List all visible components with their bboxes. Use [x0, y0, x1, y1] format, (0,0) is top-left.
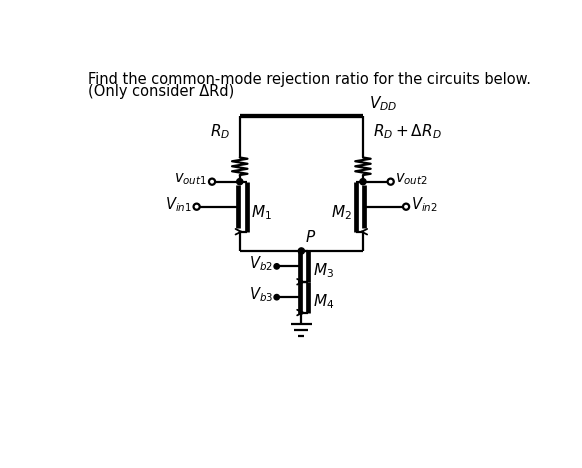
Text: $v_{out2}$: $v_{out2}$ [395, 171, 428, 187]
Text: $M_4$: $M_4$ [313, 292, 334, 311]
Text: Find the common-mode rejection ratio for the circuits below.: Find the common-mode rejection ratio for… [88, 72, 531, 87]
Circle shape [299, 248, 304, 254]
Text: (Only consider ΔRd): (Only consider ΔRd) [88, 84, 235, 99]
Text: $V_{DD}$: $V_{DD}$ [369, 95, 398, 113]
Text: $M_2$: $M_2$ [331, 204, 352, 222]
Circle shape [274, 263, 279, 269]
Text: $M_1$: $M_1$ [251, 204, 272, 222]
Text: $v_{out1}$: $v_{out1}$ [175, 171, 207, 187]
Circle shape [360, 179, 366, 185]
Text: $V_{b3}$: $V_{b3}$ [249, 285, 273, 304]
Circle shape [274, 294, 279, 300]
Text: $V_{b2}$: $V_{b2}$ [249, 255, 273, 273]
Text: $R_D + \Delta R_D$: $R_D + \Delta R_D$ [373, 122, 442, 141]
Text: $P$: $P$ [305, 229, 317, 245]
Text: $V_{in2}$: $V_{in2}$ [411, 195, 438, 214]
Text: $R_D$: $R_D$ [210, 122, 230, 141]
Circle shape [237, 179, 243, 185]
Text: $M_3$: $M_3$ [313, 262, 334, 280]
Text: $V_{in1}$: $V_{in1}$ [165, 195, 192, 214]
